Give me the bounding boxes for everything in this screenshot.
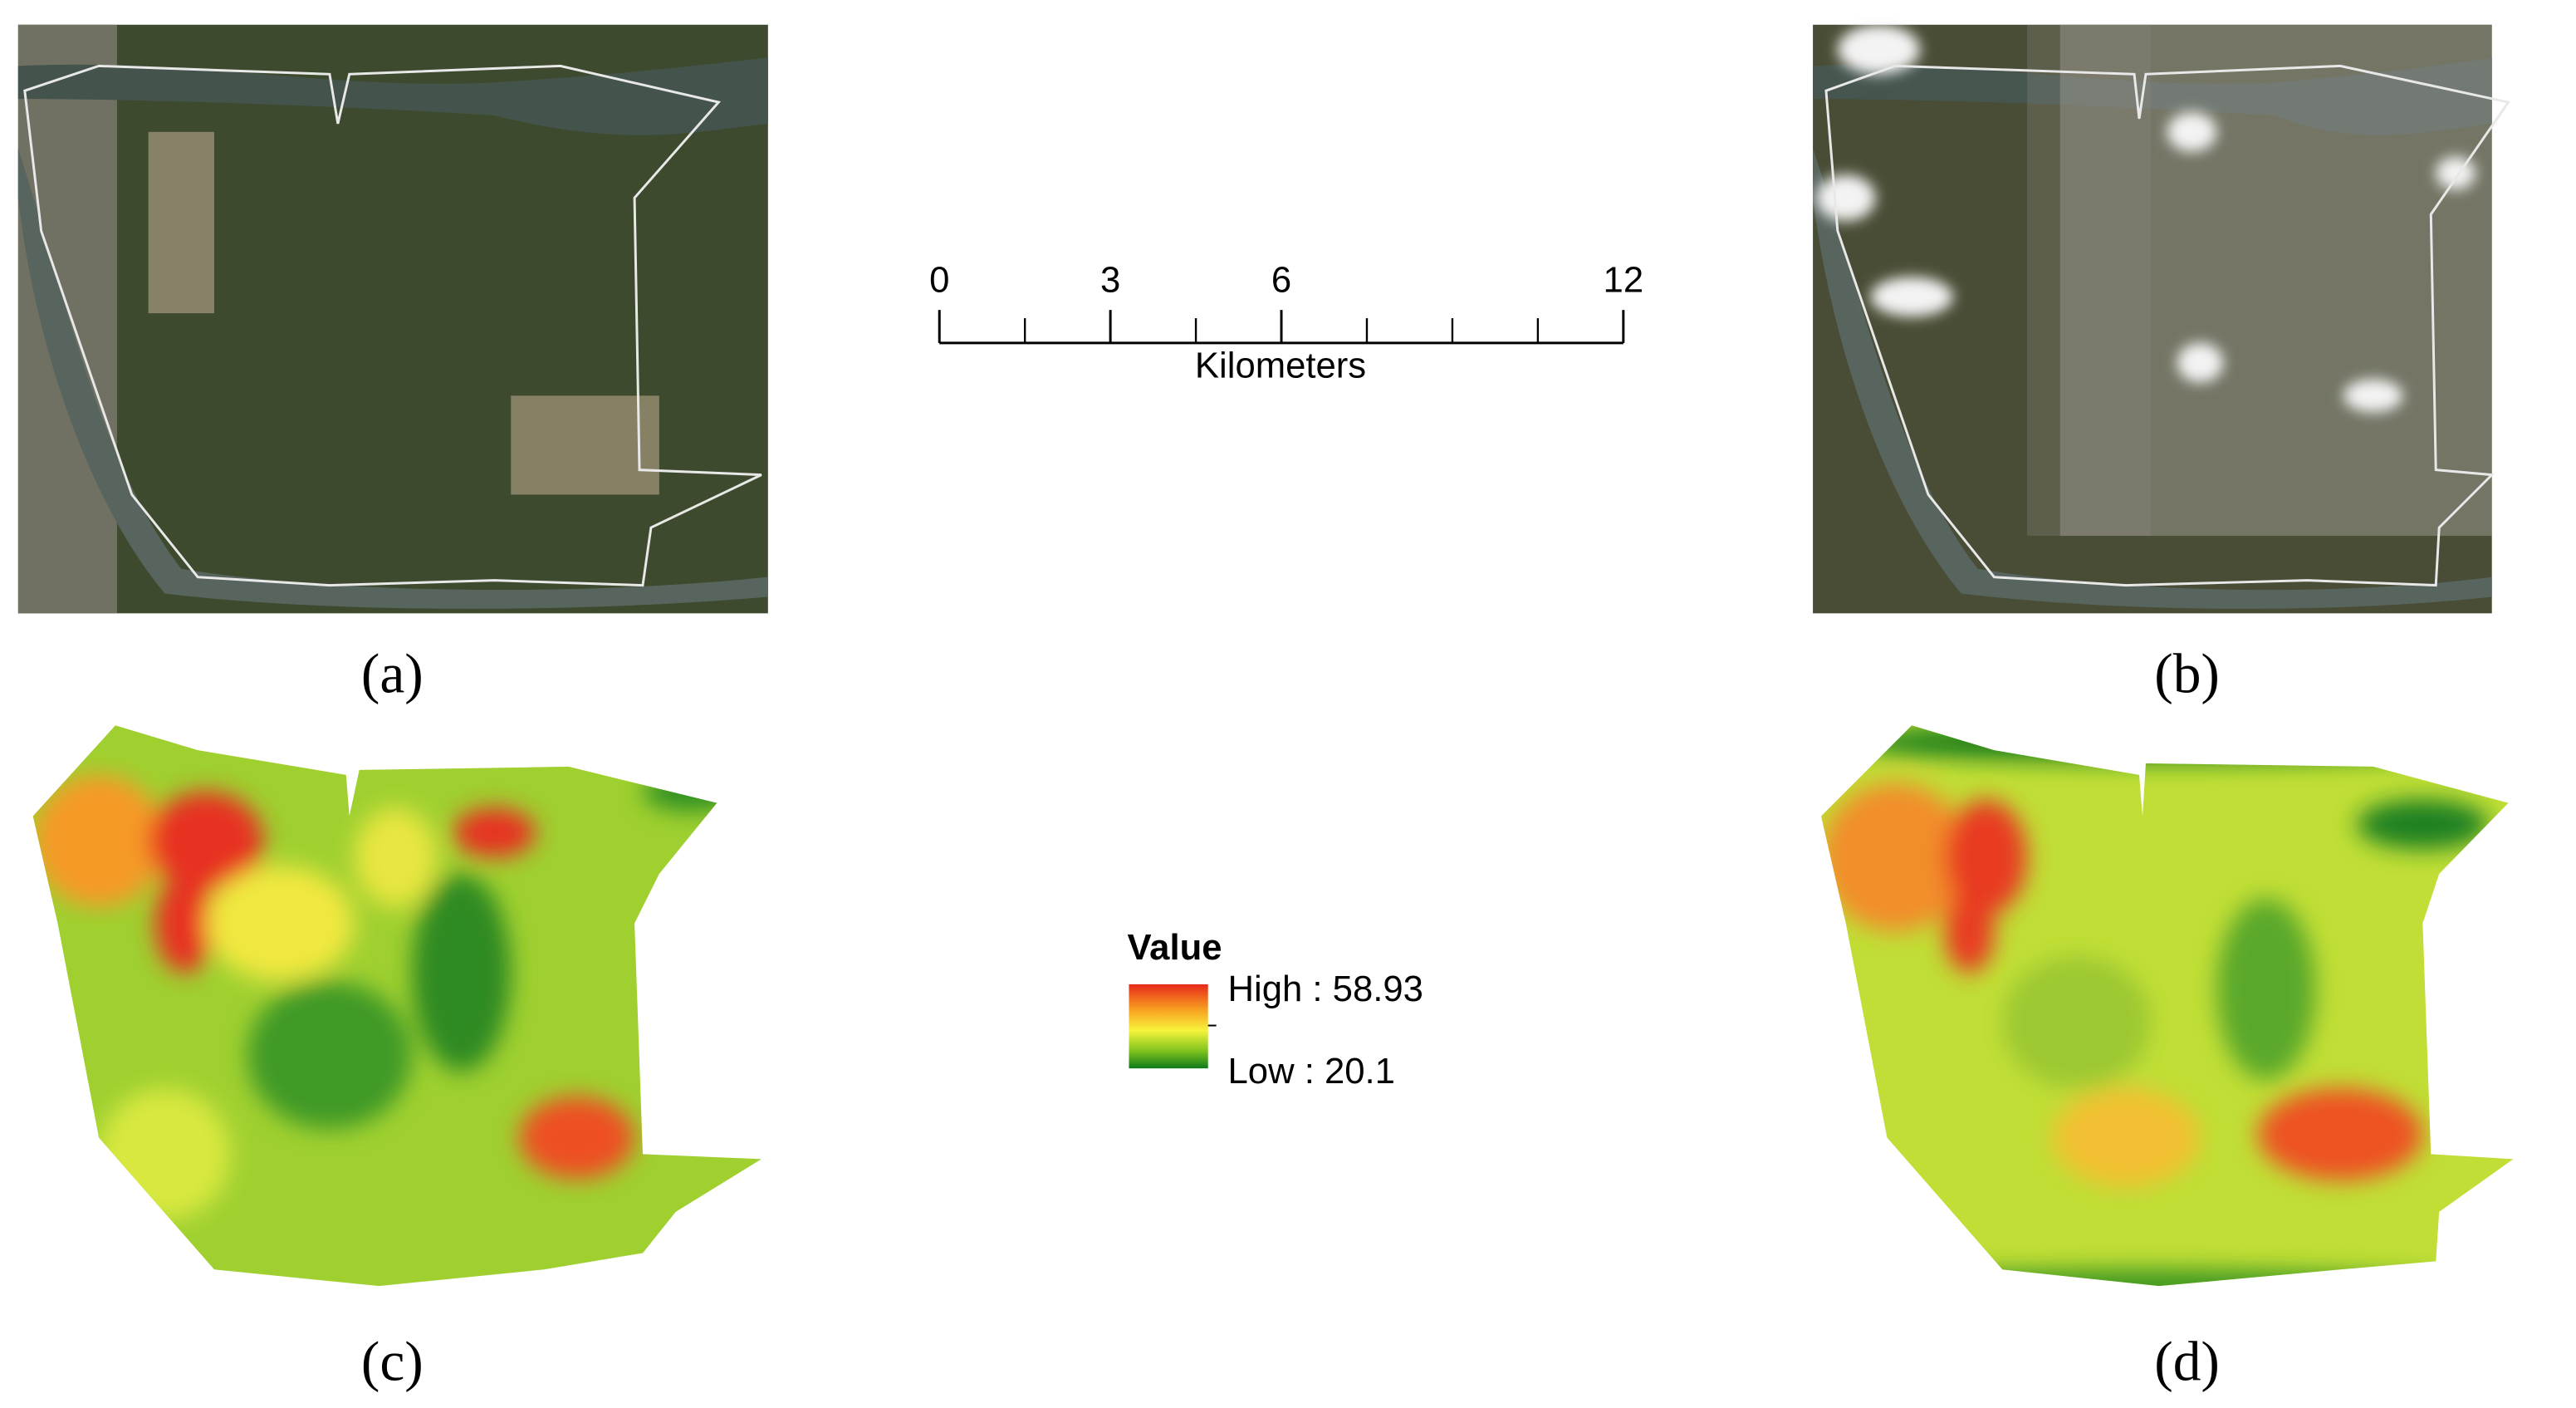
legend-low: Low : 20.1: [1228, 1051, 1395, 1092]
satellite-image-a: [17, 24, 768, 614]
satellite-image-b: [1813, 24, 2511, 614]
legend-title: Value: [1127, 927, 1222, 968]
panel-label: (d): [2154, 1330, 2220, 1392]
panel-label: (a): [361, 643, 424, 705]
heat-map-c: [32, 725, 762, 1287]
scale-bar-label: 0: [929, 259, 949, 300]
legend-high: High : 58.93: [1228, 969, 1423, 1009]
scale-bar-label: 3: [1100, 259, 1120, 300]
panel-label: (b): [2154, 643, 2220, 705]
color-ramp: [1129, 984, 1208, 1069]
panel-label: (c): [361, 1330, 424, 1392]
figure-content: Kilometers 0 3 6 12 Value High : 58.93 Low …: [17, 24, 2514, 1392]
scale-bar-unit: Kilometers: [1195, 346, 1366, 386]
scale-bar-label: 12: [1604, 259, 1644, 300]
scale-bar-label: 6: [1271, 259, 1291, 300]
legend: Value High : 58.93 Low : 20.1: [1127, 927, 1423, 1092]
heat-map-d: [1820, 725, 2514, 1287]
scale-bar: Kilometers 0 3 6 12: [929, 259, 1643, 385]
